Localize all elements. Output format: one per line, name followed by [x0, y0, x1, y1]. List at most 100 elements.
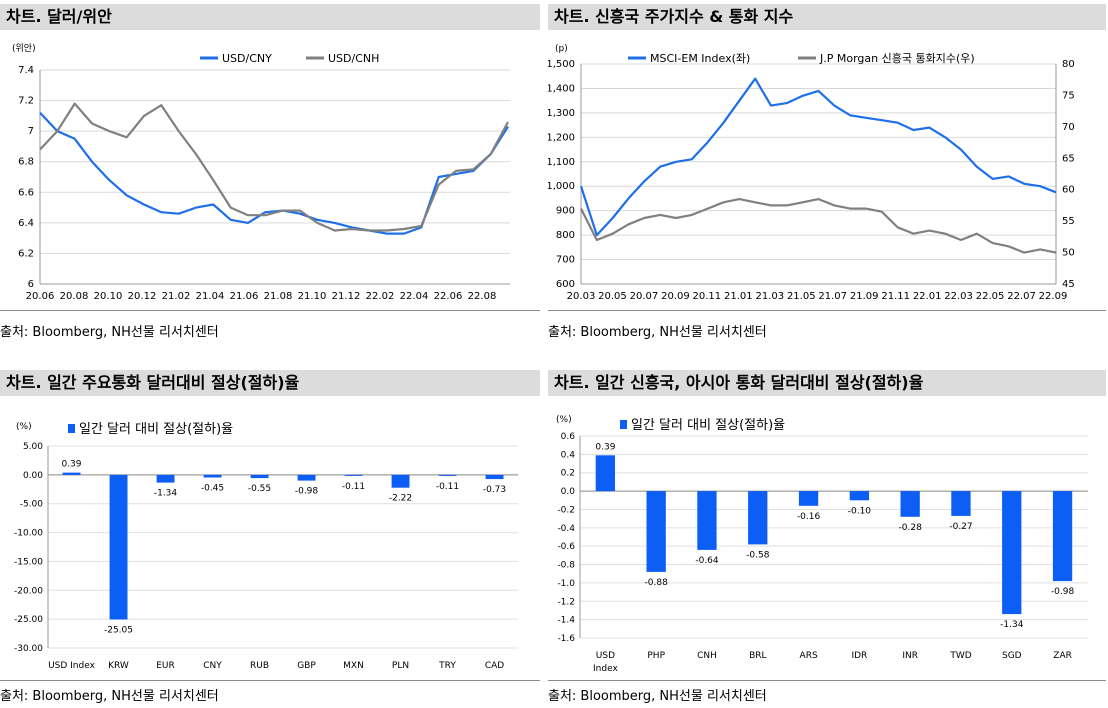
y2-tick-label: 60	[1062, 185, 1075, 196]
y-tick-label: 0.2	[561, 469, 575, 479]
x-tick-label: 22.02	[366, 291, 395, 302]
x-tick-label: 21.04	[196, 291, 225, 302]
y2-tick-label: 55	[1062, 216, 1075, 227]
category-label: CNH	[697, 651, 717, 661]
bar-value-label: -0.11	[342, 482, 365, 492]
y-tick-label: 1,000	[548, 181, 575, 192]
category-label: CNY	[203, 661, 222, 671]
y-tick-label: -30.00	[14, 644, 43, 654]
x-tick-label: 20.12	[128, 291, 157, 302]
x-tick-label: 20.05	[598, 291, 627, 302]
bar-value-label: -0.98	[295, 487, 319, 497]
source-divider	[0, 680, 540, 681]
x-tick-label: 20.10	[94, 291, 123, 302]
y-tick-label: -0.4	[557, 524, 575, 534]
x-tick-label: 22.04	[400, 291, 429, 302]
bar-value-label: -0.11	[436, 482, 459, 492]
bar	[849, 491, 869, 501]
x-tick-label: 21.11	[881, 291, 910, 302]
x-tick-label: 21.07	[818, 291, 847, 302]
x-tick-label: 21.03	[755, 291, 784, 302]
y-tick-label: 1,100	[548, 157, 575, 168]
bar	[109, 474, 128, 620]
x-tick-label: 22.06	[434, 291, 463, 302]
y-tick-label: 6.8	[18, 157, 34, 168]
category-label: TWD	[949, 651, 971, 661]
y-tick-label: 7.4	[18, 65, 34, 76]
y-tick-label: 1,400	[548, 83, 575, 94]
bar	[391, 474, 410, 488]
legend-label: J.P Morgan 신흥국 통화지수(우)	[819, 51, 975, 65]
category-label: USD Index	[48, 661, 96, 671]
x-tick-label: 22.03	[944, 291, 973, 302]
x-tick-label: 22.09	[1039, 291, 1068, 302]
bar	[646, 491, 666, 572]
x-tick-label: 21.10	[298, 291, 327, 302]
legend-label: 일간 달러 대비 절상(절하)율	[631, 418, 785, 433]
bar	[438, 474, 457, 476]
category-label: GBP	[297, 661, 316, 671]
bar	[900, 491, 920, 517]
source-divider	[548, 680, 1106, 681]
legend-label: MSCI-EM Index(좌)	[650, 52, 750, 65]
bar	[485, 474, 504, 480]
bar-value-label: 0.39	[61, 460, 81, 470]
bar	[344, 474, 363, 476]
y2-tick-label: 80	[1062, 59, 1075, 70]
y-tick-label: -1.4	[557, 616, 575, 626]
source-divider	[548, 310, 1106, 311]
panel-title: 차트. 일간 주요통화 달러대비 절상(절하)율	[0, 370, 540, 396]
bar	[203, 474, 222, 478]
legend-swatch	[620, 420, 627, 429]
bar	[951, 491, 971, 516]
usd-cny-line-chart: 6 6.2 6.4 6.6 6.8 7 7.2 7.4 (위안) 20.06 20.08 20.10 2…	[12, 43, 510, 302]
y-tick-label: 7	[28, 126, 34, 137]
y-tick-label: 7.2	[18, 96, 34, 107]
bar	[156, 474, 175, 483]
x-tick-label: 22.01	[913, 291, 942, 302]
source-note: 출처: Bloomberg, NH선물 리서치센터	[0, 325, 219, 340]
legend-label: USD/CNH	[328, 52, 379, 65]
panel-title: 차트. 일간 신흥국, 아시아 통화 달러대비 절상(절하)율	[548, 370, 1106, 396]
series-line-2	[39, 102, 509, 232]
panel-usd-cny: 차트. 달러/위안 6 6.2 6.4 6.6 6.8 7 7.2 7.4 (위안) 20.06 2…	[0, 4, 540, 344]
x-tick-label: 20.09	[661, 291, 690, 302]
bar	[697, 491, 717, 550]
category-label: USD Index	[593, 651, 618, 674]
bar-value-label: -0.55	[248, 484, 271, 494]
x-tick-label: 21.05	[787, 291, 816, 302]
x-tick-label: 21.12	[332, 291, 361, 302]
category-label: EUR	[156, 661, 175, 671]
x-tick-label: 21.01	[724, 291, 753, 302]
bar	[1002, 491, 1022, 615]
y-tick-label: -0.2	[557, 505, 575, 515]
category-label: PLN	[392, 661, 409, 671]
category-label: IDR	[851, 651, 867, 661]
category-label: PHP	[647, 651, 665, 661]
y-tick-label: -1.6	[557, 634, 575, 644]
panel-title: 차트. 신흥국 주가지수 & 통화 지수	[548, 4, 1106, 30]
panel-title: 차트. 달러/위안	[0, 4, 540, 30]
bar-value-label: -0.88	[645, 578, 669, 588]
legend-label: USD/CNY	[222, 52, 272, 65]
category-label: MXN	[343, 661, 364, 671]
y-tick-label: -25.00	[14, 615, 43, 625]
y-tick-label: 1,200	[548, 132, 575, 143]
bar-value-label: -0.27	[949, 522, 972, 532]
category-label: SGD	[1002, 651, 1022, 661]
y-tick-label: 0.6	[561, 432, 576, 442]
bar	[250, 474, 269, 479]
major-currency-bar-chart: 5.00 0.00 -5.00 -10.00 -15.00 -20.00 -25.00 -30…	[14, 422, 518, 671]
y-tick-label: 0.00	[23, 471, 43, 481]
series-line-2	[580, 198, 1057, 254]
y-tick-label: -15.00	[14, 557, 43, 567]
bar-value-label: -1.34	[154, 489, 178, 499]
y-tick-label: 6.6	[18, 187, 34, 198]
category-label: TRY	[438, 661, 456, 671]
y-tick-label: -1.2	[557, 597, 575, 607]
bar-value-label: -2.22	[389, 494, 412, 504]
source-note: 출처: Bloomberg, NH선물 리서치센터	[0, 689, 219, 704]
x-tick-label: 22.05	[976, 291, 1005, 302]
y2-tick-label: 45	[1062, 279, 1075, 290]
bar-value-label: -0.16	[797, 512, 821, 522]
